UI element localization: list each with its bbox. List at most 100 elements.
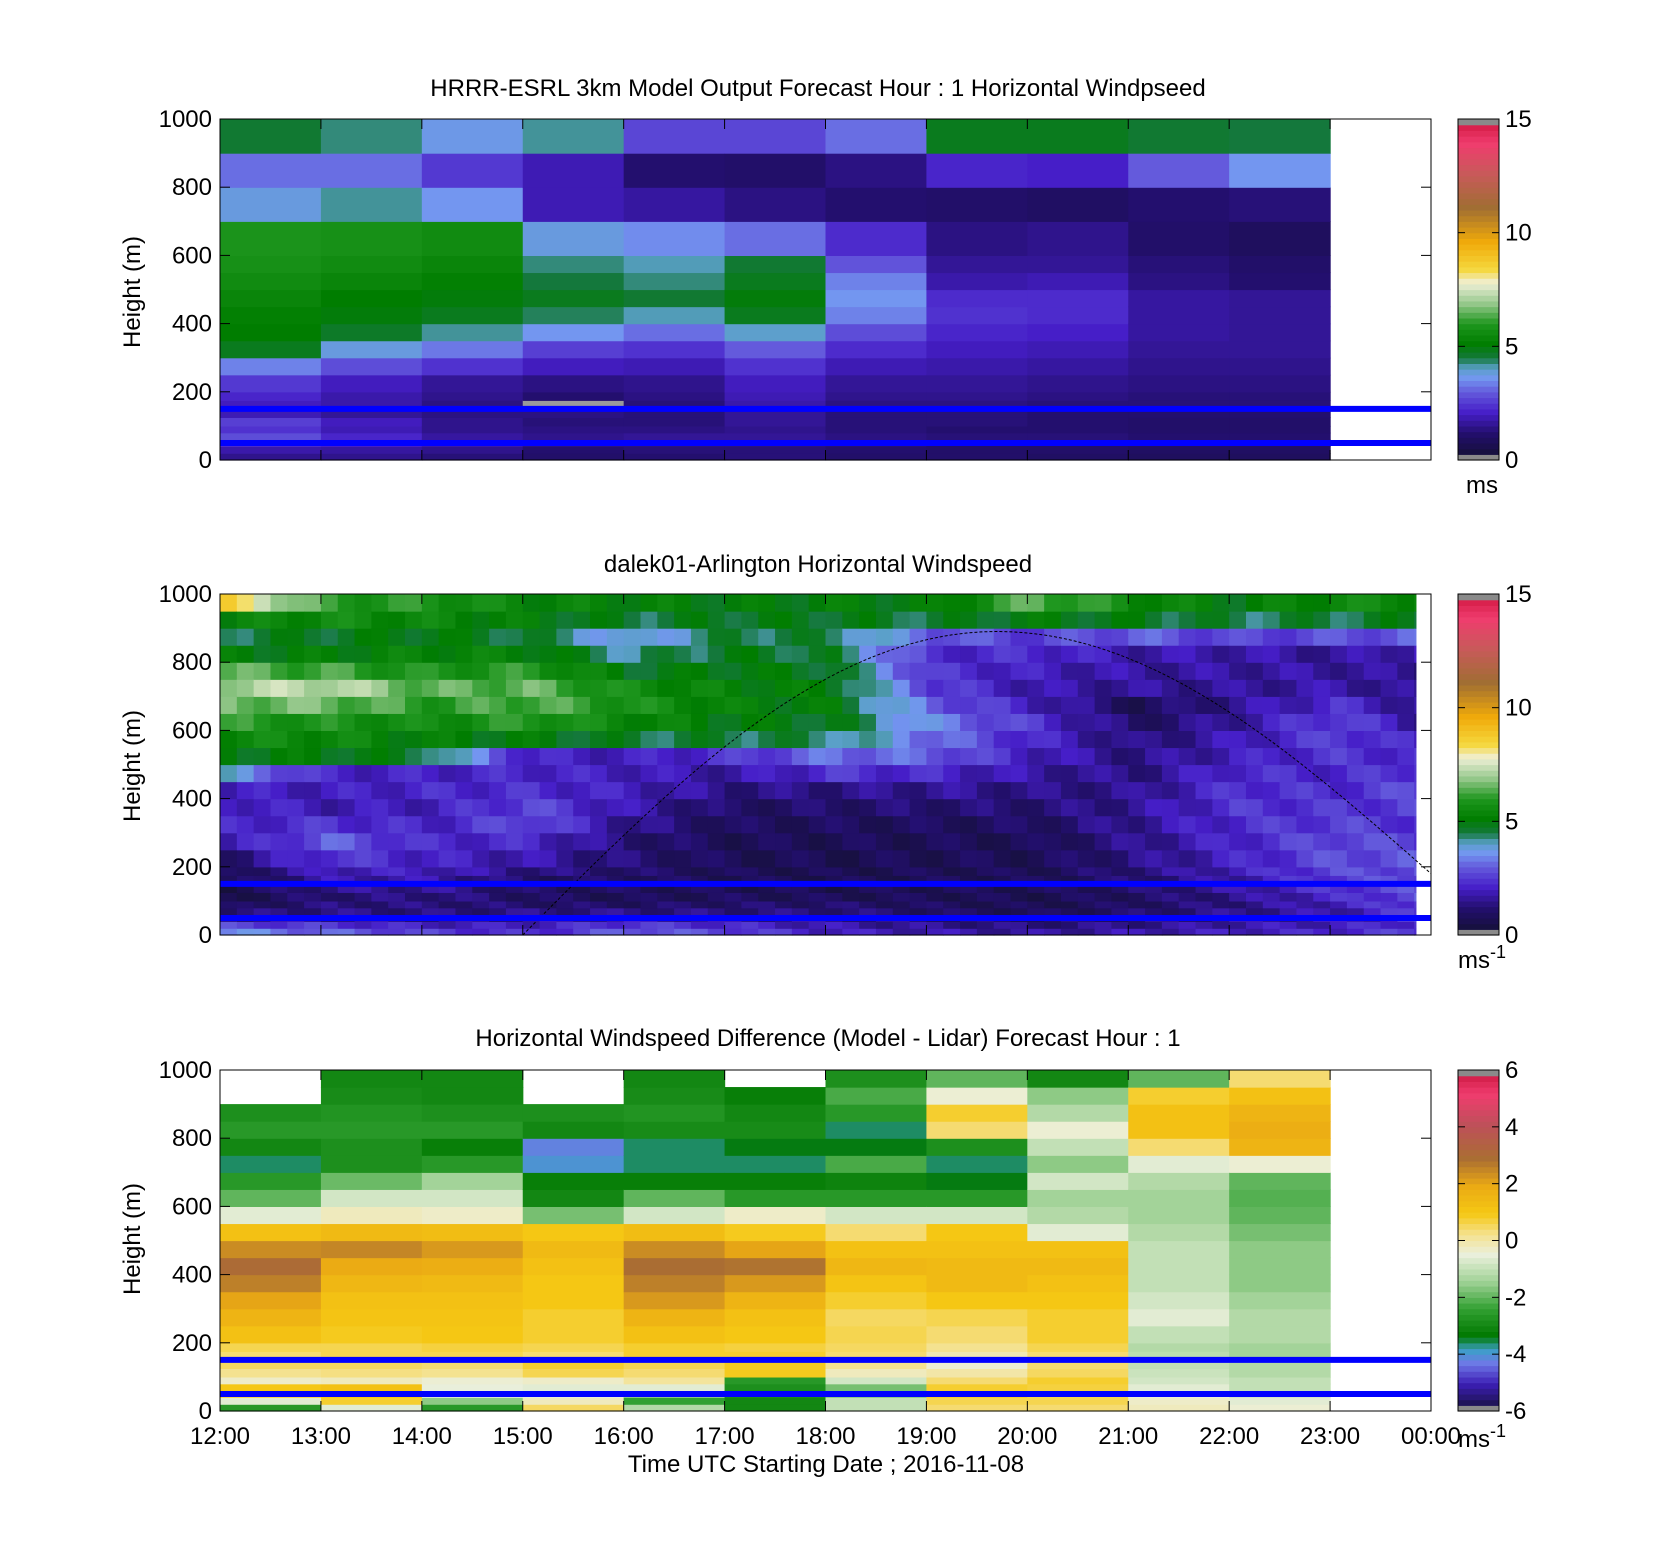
heatmap-cell (1128, 849, 1146, 868)
heatmap-cell (1262, 928, 1281, 936)
heatmap-cell (1010, 594, 1028, 612)
heatmap-cell (1128, 875, 1146, 885)
heatmap-cell (993, 928, 1012, 936)
heatmap-cell (976, 696, 995, 714)
heatmap-cell (1161, 815, 1180, 834)
heatmap-cell (1229, 272, 1331, 291)
heatmap-cell (1195, 713, 1213, 731)
heatmap-cell (1363, 928, 1382, 936)
heatmap-cell (606, 907, 625, 916)
colorbar-swatch (1458, 334, 1499, 342)
heatmap-cell (993, 849, 1012, 868)
heatmap-cell (220, 611, 238, 629)
heatmap-cell (270, 611, 288, 629)
heatmap-cell (1380, 611, 1398, 629)
heatmap-cell (1195, 730, 1213, 749)
heatmap-cell (1027, 730, 1045, 749)
heatmap-cell (993, 764, 1012, 783)
heatmap-cell (943, 730, 961, 749)
heatmap-cell (489, 747, 507, 766)
heatmap-cell (657, 611, 675, 629)
heatmap-cell (1027, 900, 1045, 909)
heatmap-cell (1044, 611, 1062, 629)
heatmap-cell (1027, 1351, 1129, 1361)
heatmap-cell (320, 1070, 423, 1088)
heatmap-cell (1313, 713, 1331, 731)
heatmap-cell (808, 679, 827, 697)
heatmap-cell (1128, 1121, 1230, 1139)
heatmap-cell (875, 928, 894, 936)
heatmap-cell (640, 628, 658, 646)
heatmap-cell (1044, 662, 1062, 680)
heatmap-cell (371, 900, 389, 909)
panel-1-heatmap (220, 119, 1331, 461)
heatmap-cell (270, 594, 288, 612)
heatmap-cell (993, 832, 1012, 851)
y-tick-label: 800 (172, 174, 212, 201)
heatmap-cell (1245, 892, 1264, 902)
heatmap-cell (1128, 1351, 1230, 1361)
y-tick-label: 200 (172, 854, 212, 881)
heatmap-cell (371, 832, 389, 851)
heatmap-cell (1027, 875, 1045, 885)
heatmap-cell (1262, 764, 1281, 783)
heatmap-cell (337, 696, 356, 714)
heatmap-cell (220, 1206, 322, 1225)
heatmap-cell (489, 713, 507, 731)
heatmap-cell (421, 1325, 524, 1344)
heatmap-cell (438, 611, 457, 629)
heatmap-cell (993, 866, 1012, 876)
heatmap-cell (1229, 1376, 1331, 1385)
colorbar-swatch (1458, 611, 1499, 618)
heatmap-cell (892, 832, 911, 851)
heatmap-cell (875, 892, 894, 902)
heatmap-cell (741, 849, 759, 868)
heatmap-cell (1380, 713, 1398, 731)
heatmap-cell (943, 832, 961, 851)
heatmap-cell (1077, 679, 1096, 697)
heatmap-cell (892, 900, 911, 909)
heatmap-cell (590, 900, 608, 909)
heatmap-cell (522, 119, 625, 154)
heatmap-cell (825, 1351, 928, 1361)
heatmap-cell (1027, 153, 1129, 188)
heatmap-cell (909, 764, 928, 783)
heatmap-cell (791, 883, 810, 893)
heatmap-cell (1212, 883, 1230, 893)
heatmap-cell (590, 747, 608, 766)
heatmap-cell (1161, 883, 1180, 893)
heatmap-cell (859, 849, 877, 868)
heatmap-cell (842, 662, 860, 680)
heatmap-cell (1414, 594, 1417, 612)
heatmap-cell (943, 594, 961, 612)
heatmap-cell (842, 594, 860, 612)
heatmap-cell (993, 892, 1012, 902)
heatmap-cell (943, 662, 961, 680)
heatmap-cell (1229, 400, 1331, 410)
heatmap-cell (1296, 645, 1314, 663)
heatmap-cell (623, 153, 726, 188)
heatmap-cell (1027, 400, 1129, 410)
heatmap-cell (1229, 662, 1247, 680)
panel-2-profile-curve (522, 630, 1432, 936)
heatmap-cell (320, 1383, 423, 1392)
heatmap-cell (522, 1138, 625, 1156)
heatmap-cell (220, 417, 322, 427)
heatmap-cell (1044, 764, 1062, 783)
heatmap-cell (1346, 815, 1365, 834)
heatmap-cell (1397, 611, 1415, 629)
heatmap-cell (236, 892, 255, 902)
heatmap-cell (304, 764, 322, 783)
heatmap-cell (556, 907, 574, 916)
heatmap-cell (623, 696, 642, 714)
heatmap-cell (421, 1189, 524, 1207)
heatmap-cell (825, 417, 928, 427)
heatmap-cell (859, 928, 877, 936)
colorbar-swatch (1458, 1376, 1499, 1384)
heatmap-cell (573, 883, 591, 893)
heatmap-cell (421, 1397, 524, 1405)
heatmap-cell (1397, 781, 1415, 800)
heatmap-cell (472, 730, 490, 749)
y-tick-label: 1000 (159, 1057, 212, 1084)
colorbar-swatch (1458, 639, 1499, 646)
